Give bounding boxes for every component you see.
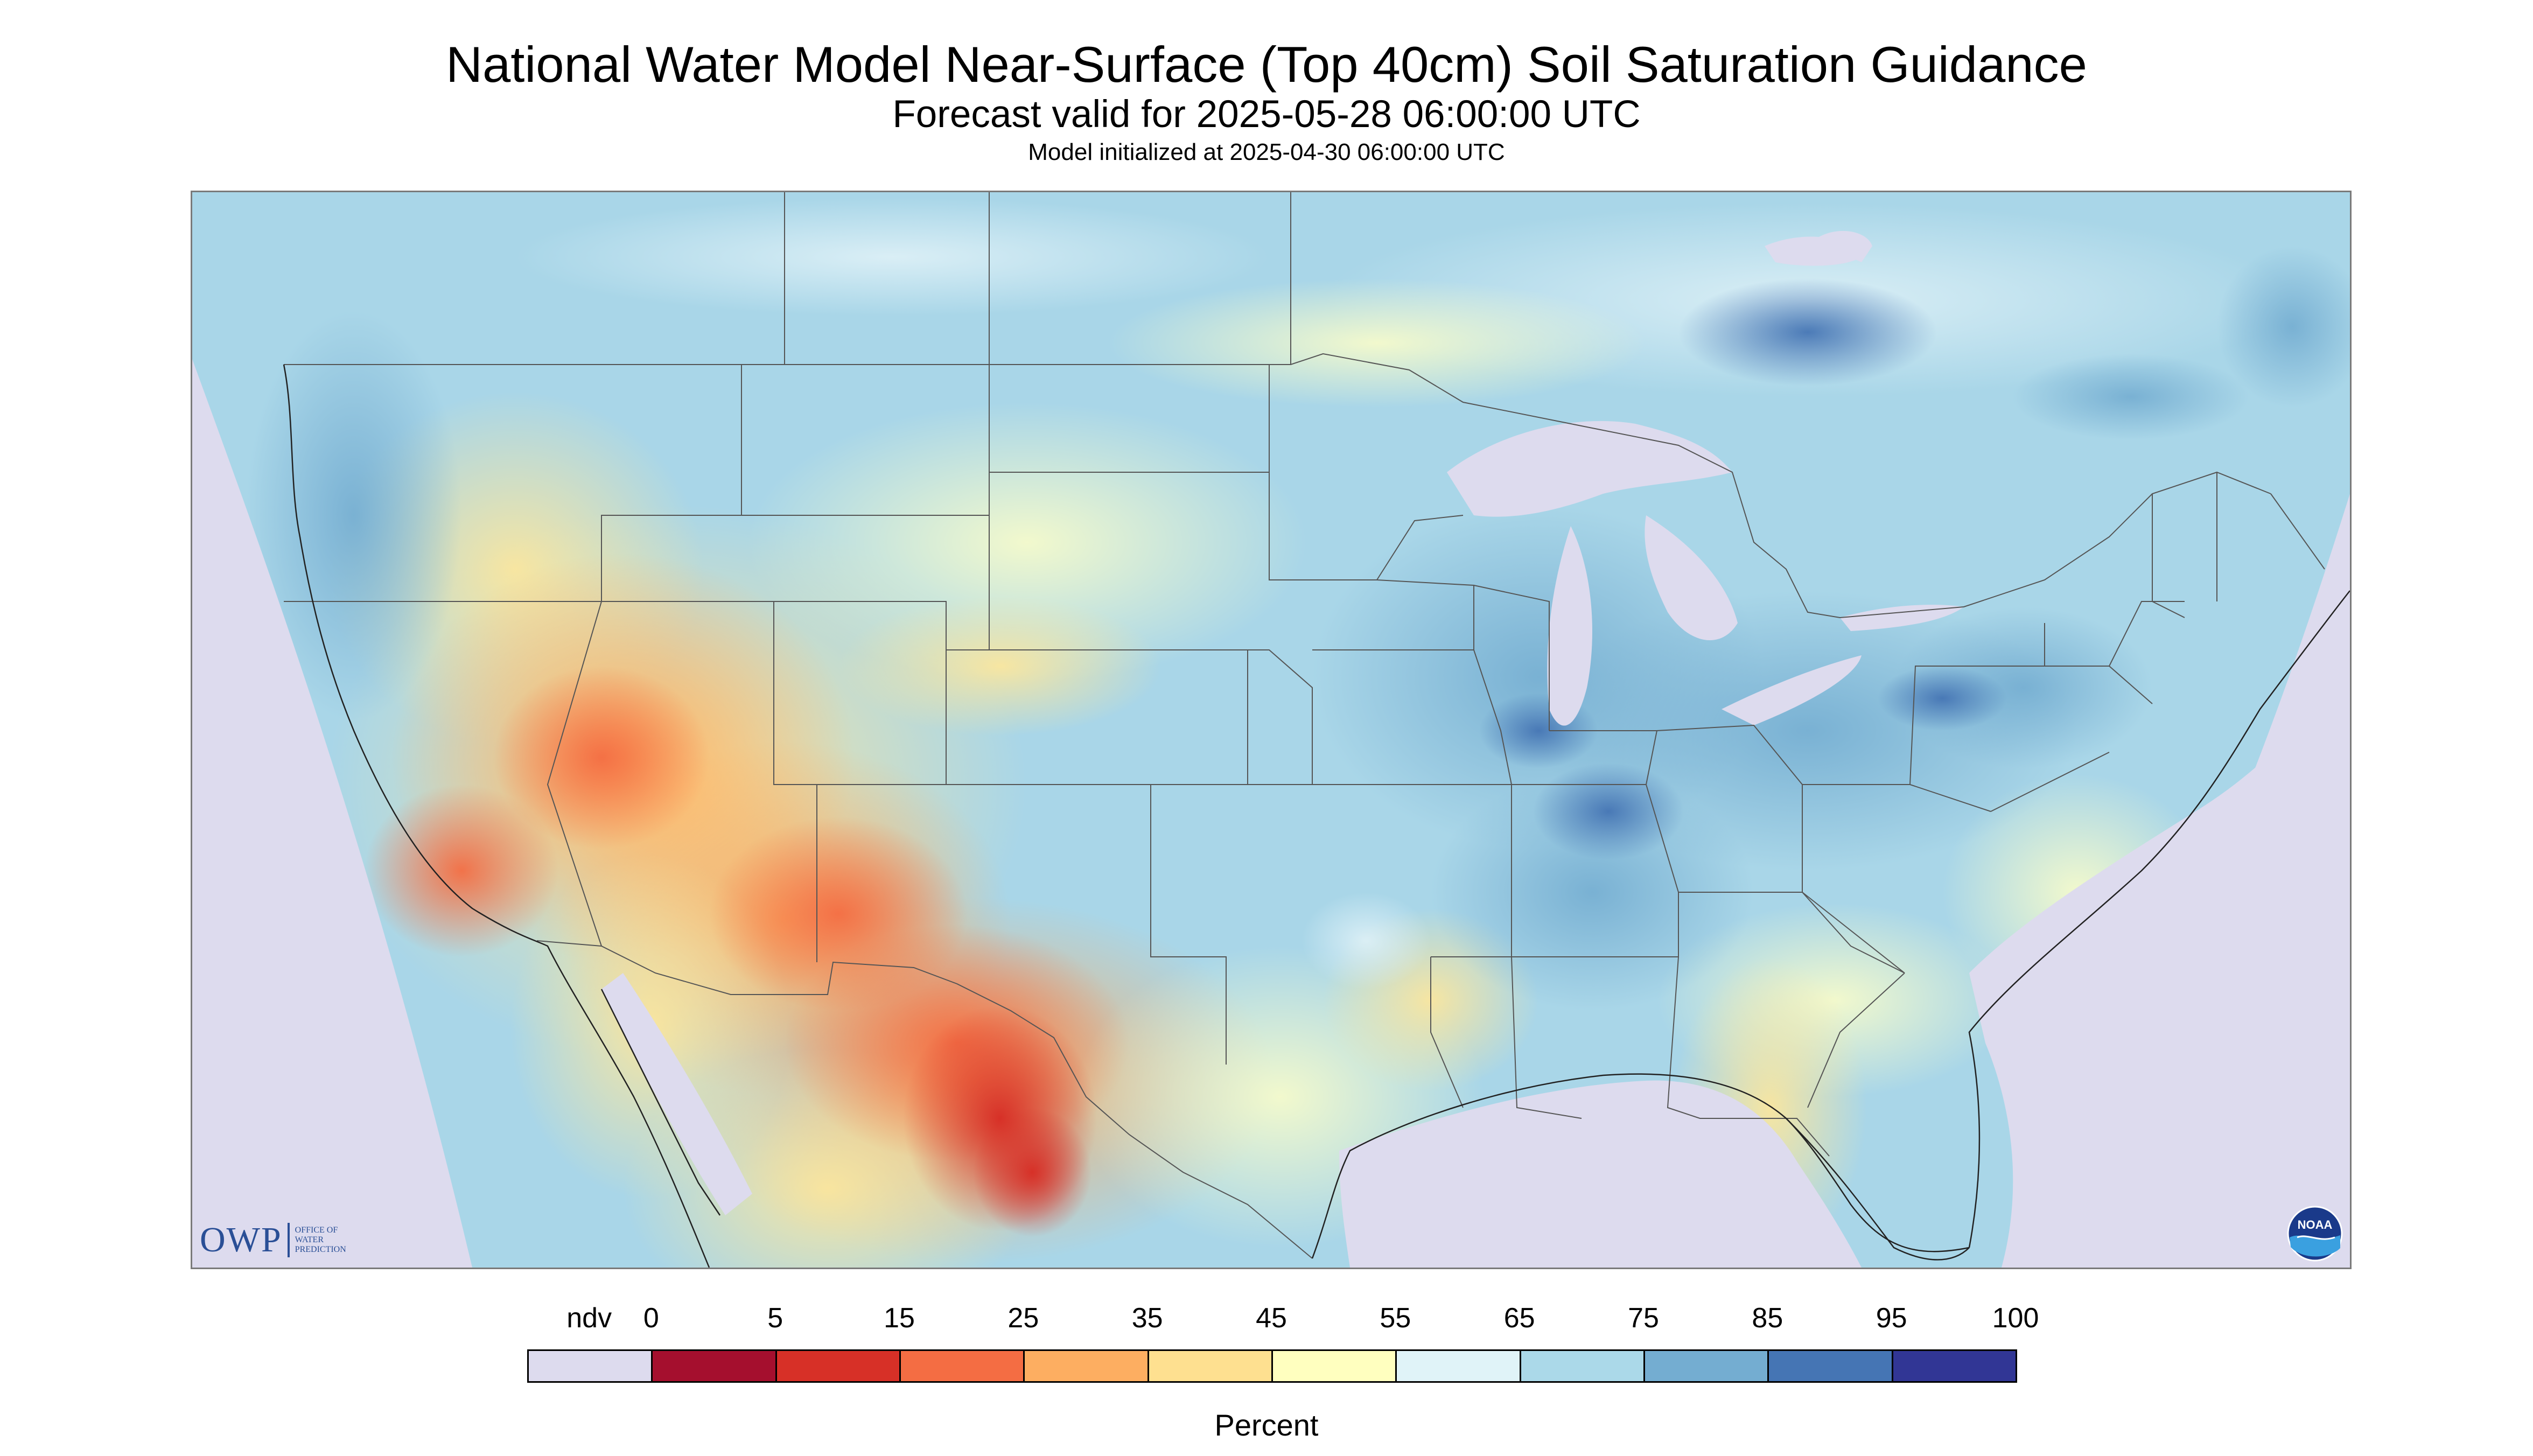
florida-peninsula xyxy=(1786,1118,1970,1261)
state-boundaries xyxy=(284,192,2325,1259)
atlantic-coastline xyxy=(1968,590,2350,1248)
saturation-field xyxy=(246,198,2350,1268)
legend-tick-85: 85 xyxy=(1752,1303,1783,1334)
coastlines xyxy=(283,364,2350,1268)
us-mexico-border xyxy=(536,940,1313,1259)
lake-michigan xyxy=(1547,526,1592,726)
legend-swatch-0-5 xyxy=(651,1349,777,1383)
gulf-of-mexico xyxy=(1339,1080,1862,1268)
gulf-of-california xyxy=(601,973,752,1215)
legend-tick-45: 45 xyxy=(1256,1303,1287,1334)
owp-logo: OWP OFFICE OF WATER PREDICTION xyxy=(200,1218,346,1262)
james-bay-region xyxy=(1813,230,1872,262)
legend-swatch-25-35 xyxy=(1023,1349,1149,1383)
legend-tick-100: 100 xyxy=(1992,1303,2039,1334)
pacific-nodata xyxy=(192,359,472,1268)
legend-tick-65: 65 xyxy=(1503,1303,1535,1334)
color-legend xyxy=(527,1349,2017,1387)
legend-swatch-95-100 xyxy=(1891,1349,2017,1383)
legend-unit-label: Percent xyxy=(1214,1408,1319,1442)
gulf-coastline xyxy=(1311,1073,1970,1259)
legend-tick-25: 25 xyxy=(1007,1303,1039,1334)
us-canada-border xyxy=(284,353,2271,619)
legend-swatch-ndv xyxy=(527,1349,653,1383)
legend-tick-0: 0 xyxy=(643,1303,659,1334)
legend-tick-5: 5 xyxy=(767,1303,783,1334)
map-panel: OWP OFFICE OF WATER PREDICTION NOAA xyxy=(191,191,2352,1269)
atlantic-ocean xyxy=(1969,655,2350,1268)
chart-title: National Water Model Near-Surface (Top 4… xyxy=(446,36,2087,93)
model-init-time: Model initialized at 2025-04-30 06:00:00… xyxy=(1028,139,1505,165)
lake-ontario xyxy=(1840,605,1964,631)
lake-superior xyxy=(1447,421,1732,517)
soil-saturation-map xyxy=(192,192,2350,1268)
pacific-coastline xyxy=(283,364,710,1268)
svg-text:NOAA: NOAA xyxy=(2298,1218,2333,1231)
legend-tick-35: 35 xyxy=(1131,1303,1163,1334)
legend-tick-75: 75 xyxy=(1628,1303,1659,1334)
forecast-valid-time: Forecast valid for 2025-05-28 06:00:00 U… xyxy=(892,93,1641,136)
owp-divider xyxy=(287,1223,290,1257)
lake-erie xyxy=(1722,655,1862,725)
legend-tick-55: 55 xyxy=(1380,1303,1411,1334)
noaa-logo: NOAA xyxy=(2287,1206,2343,1262)
legend-swatch-35-45 xyxy=(1147,1349,1273,1383)
legend-swatch-75-85 xyxy=(1643,1349,1769,1383)
baja-coast xyxy=(600,989,721,1216)
legend-swatch-85-95 xyxy=(1767,1349,1893,1383)
owp-office-name: OFFICE OF WATER PREDICTION xyxy=(295,1226,346,1254)
legend-swatch-55-65 xyxy=(1395,1349,1521,1383)
legend-swatch-65-75 xyxy=(1519,1349,1645,1383)
owp-letters: OWP xyxy=(200,1220,282,1259)
no-data-regions xyxy=(192,230,2350,1268)
legend-swatch-45-55 xyxy=(1271,1349,1397,1383)
legend-swatch-5-15 xyxy=(775,1349,901,1383)
legend-tick-15: 15 xyxy=(884,1303,915,1334)
legend-tick-95: 95 xyxy=(1876,1303,1907,1334)
legend-swatch-15-25 xyxy=(899,1349,1025,1383)
legend-tick-ndv: ndv xyxy=(566,1303,612,1334)
lake-huron xyxy=(1645,515,1738,641)
